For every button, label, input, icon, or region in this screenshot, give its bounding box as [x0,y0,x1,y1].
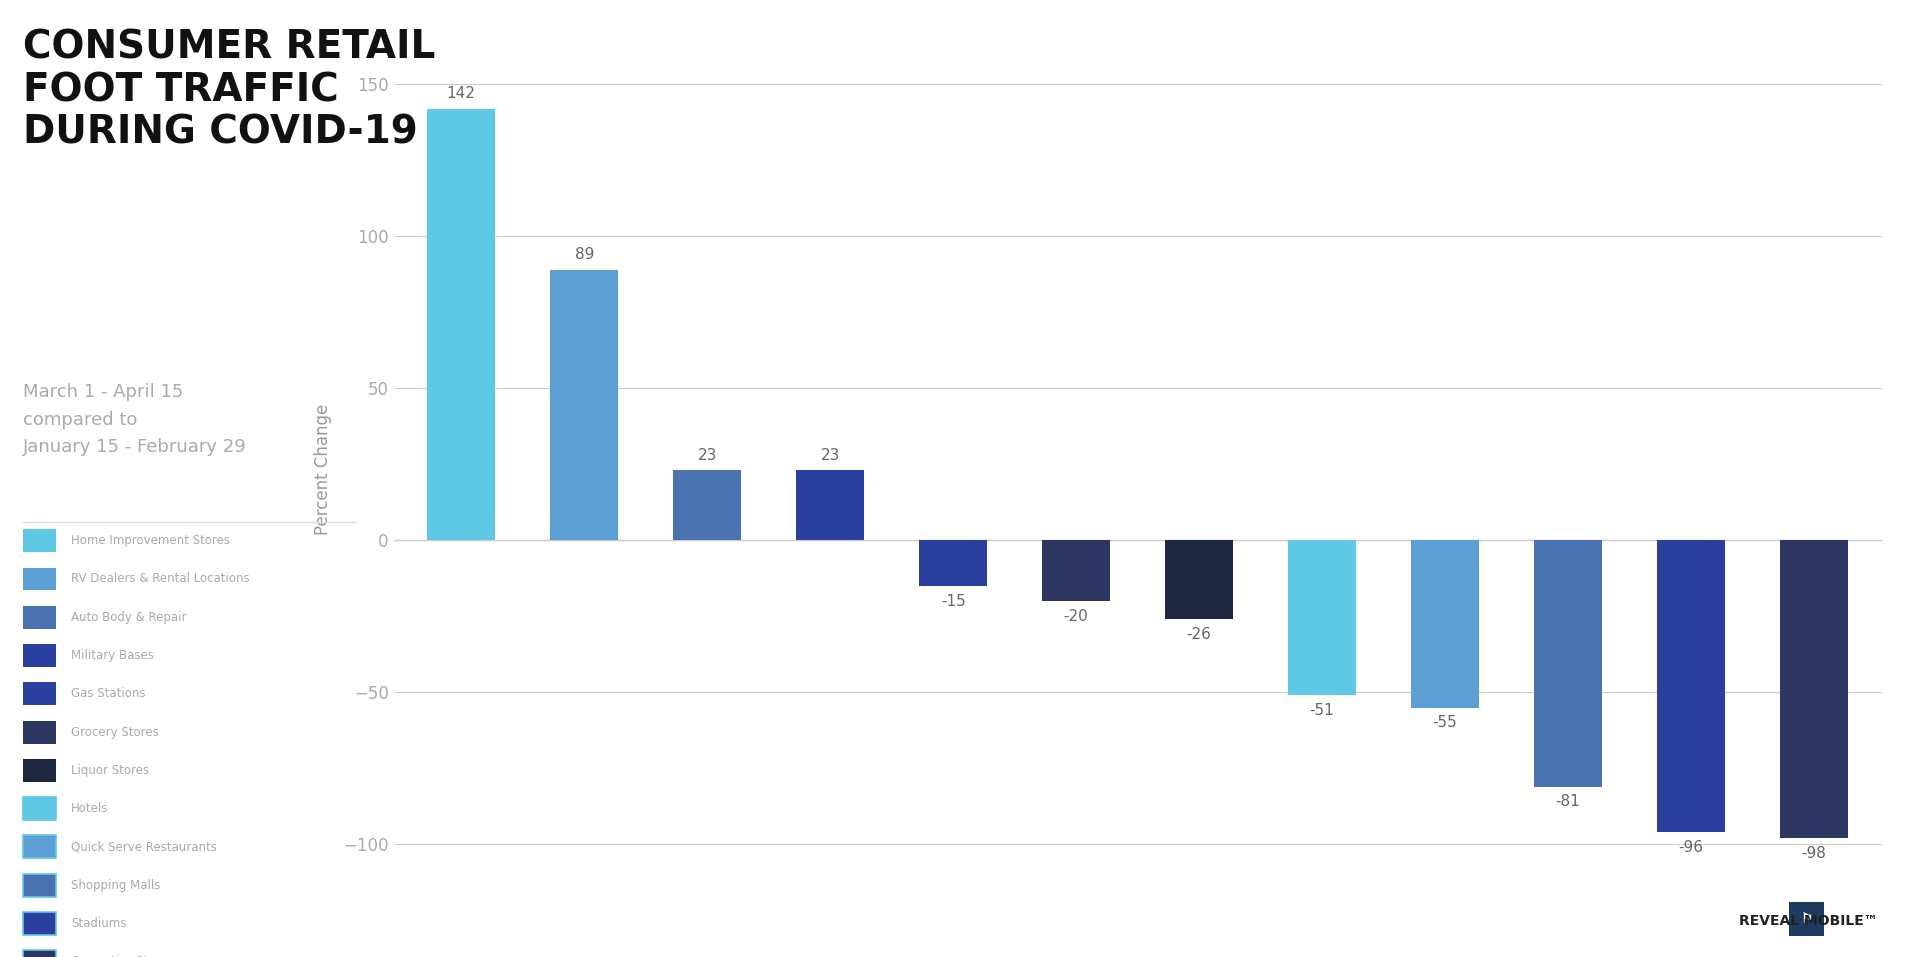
Text: Shopping Malls: Shopping Malls [71,879,161,892]
Bar [1657,541,1724,833]
Text: -15: -15 [941,593,966,609]
Bar [1165,541,1233,619]
Bar [1780,541,1847,838]
Text: March 1 - April 15
compared to
January 15 - February 29: March 1 - April 15 compared to January 1… [23,383,248,456]
Text: -51: -51 [1309,703,1334,718]
Bar [551,270,618,541]
Text: RV Dealers & Rental Locations: RV Dealers & Rental Locations [71,572,250,586]
Text: Home Improvement Stores: Home Improvement Stores [71,534,230,547]
Text: -55: -55 [1432,715,1457,730]
Bar [920,541,987,586]
Text: -20: -20 [1064,609,1089,624]
Text: -81: -81 [1555,794,1580,810]
Text: -98: -98 [1801,846,1826,861]
Text: -26: -26 [1187,627,1212,642]
Text: 142: 142 [447,86,476,101]
Y-axis label: Percent Change: Percent Change [315,403,332,535]
Bar [1534,541,1601,787]
Text: REVEAL MOBILE™: REVEAL MOBILE™ [1740,914,1878,927]
Bar [1288,541,1356,696]
Bar [1411,541,1478,707]
Text: 89: 89 [574,247,593,262]
Text: Stadiums: Stadiums [71,917,127,930]
Text: ⚑: ⚑ [1801,912,1812,926]
Text: Grocery Stores: Grocery Stores [71,725,159,739]
Text: 23: 23 [820,448,839,463]
Bar [428,109,495,541]
Text: Hotels: Hotels [71,802,108,815]
Text: Liquor Stores: Liquor Stores [71,764,150,777]
Bar [1043,541,1110,601]
Text: Military Bases: Military Bases [71,649,154,662]
Text: Cosmetics Stores: Cosmetics Stores [71,955,173,957]
Text: Auto Body & Repair: Auto Body & Repair [71,611,186,624]
Text: -96: -96 [1678,840,1703,855]
Text: CONSUMER RETAIL
FOOT TRAFFIC
DURING COVID-19: CONSUMER RETAIL FOOT TRAFFIC DURING COVI… [23,29,436,152]
Bar [674,471,741,541]
Text: Quick Serve Restaurants: Quick Serve Restaurants [71,840,217,854]
Text: Gas Stations: Gas Stations [71,687,146,701]
Bar [797,471,864,541]
Text: 23: 23 [697,448,716,463]
